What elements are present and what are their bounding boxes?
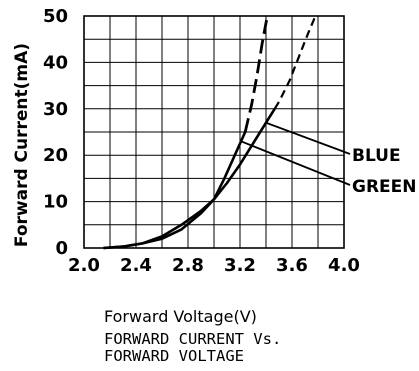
series-line-green [103,131,247,250]
x-tick-label: 2.8 [172,255,204,276]
x-tick-label: 2.0 [68,255,100,276]
legend: BLUE GREEN [240,121,417,197]
plot-frame [83,15,345,249]
legend-label-blue: BLUE [352,146,401,166]
series-line-blue-dashed [273,15,317,110]
x-axis-title: Forward Voltage(V) [104,307,257,326]
chart-caption-line-2: FORWARD VOLTAGE [104,347,244,365]
legend-label-green: GREEN [352,177,417,197]
y-tick-label: 30 [43,99,68,120]
x-tick-label: 3.2 [224,255,256,276]
y-axis-ticks: 0 10 20 30 40 50 [43,6,68,259]
x-tick-label: 4.0 [328,255,360,276]
series-line-green-dashed [243,15,269,133]
y-tick-label: 10 [43,192,68,213]
y-tick-label: 40 [43,52,68,73]
series-layer [103,15,317,250]
y-tick-label: 20 [43,145,68,166]
legend-leader-blue [265,121,351,155]
chart-grid [84,16,344,248]
x-tick-label: 3.6 [276,255,308,276]
y-tick-label: 0 [55,238,68,259]
plot-border [83,15,345,249]
x-tick-label: 2.4 [120,255,152,276]
legend-leader-green [240,140,351,186]
chart-caption-line-1: FORWARD CURRENT Vs. [104,330,282,348]
y-axis-title: Forward Current(mA) [12,43,32,247]
y-tick-label: 50 [43,6,68,27]
x-axis-ticks: 2.0 2.4 2.8 3.2 3.6 4.0 [68,255,360,276]
